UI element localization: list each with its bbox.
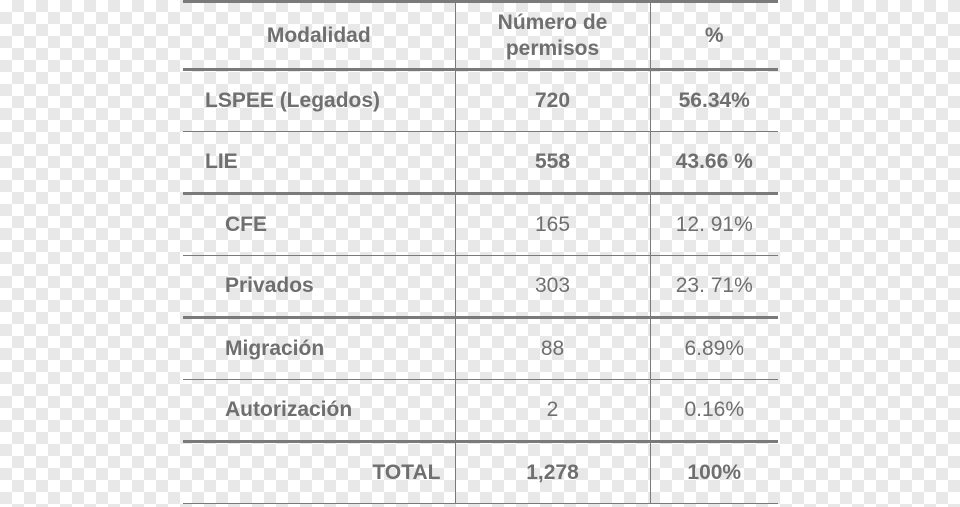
cell-pct: 56.34% — [650, 70, 778, 132]
cell-modalidad: LIE — [183, 132, 455, 194]
cell-modalidad: Migración — [183, 318, 455, 380]
cell-permits: 720 — [455, 70, 650, 132]
cell-total-label: TOTAL — [183, 442, 455, 504]
cell-permits: 165 — [455, 194, 650, 256]
cell-pct: 0.16% — [650, 380, 778, 442]
table-row: CFE 165 12. 91% — [183, 194, 778, 256]
cell-pct: 43.66 % — [650, 132, 778, 194]
header-pct: % — [650, 2, 778, 70]
cell-modalidad: Autorización — [183, 380, 455, 442]
header-permits-line1: Número depermisos — [498, 11, 608, 59]
table-total-row: TOTAL 1,278 100% — [183, 442, 778, 504]
cell-permits: 2 — [455, 380, 650, 442]
cell-total-permits: 1,278 — [455, 442, 650, 504]
cell-pct: 23. 71% — [650, 256, 778, 318]
table-row: Autorización 2 0.16% — [183, 380, 778, 442]
header-permits: Número depermisos — [455, 2, 650, 70]
table-row: LSPEE (Legados) 720 56.34% — [183, 70, 778, 132]
permits-table: Modalidad Número depermisos % LSPEE (Leg… — [183, 0, 778, 504]
table-header-row: Modalidad Número depermisos % — [183, 2, 778, 70]
table-row: Migración 88 6.89% — [183, 318, 778, 380]
cell-permits: 303 — [455, 256, 650, 318]
table-row: LIE 558 43.66 % — [183, 132, 778, 194]
cell-permits: 88 — [455, 318, 650, 380]
permits-table-wrap: Modalidad Número depermisos % LSPEE (Leg… — [183, 0, 778, 504]
canvas: Modalidad Número depermisos % LSPEE (Leg… — [0, 0, 960, 507]
table-row: Privados 303 23. 71% — [183, 256, 778, 318]
cell-total-pct: 100% — [650, 442, 778, 504]
header-modalidad: Modalidad — [183, 2, 455, 70]
cell-pct: 12. 91% — [650, 194, 778, 256]
cell-pct: 6.89% — [650, 318, 778, 380]
cell-permits: 558 — [455, 132, 650, 194]
cell-modalidad: CFE — [183, 194, 455, 256]
cell-modalidad: Privados — [183, 256, 455, 318]
cell-modalidad: LSPEE (Legados) — [183, 70, 455, 132]
